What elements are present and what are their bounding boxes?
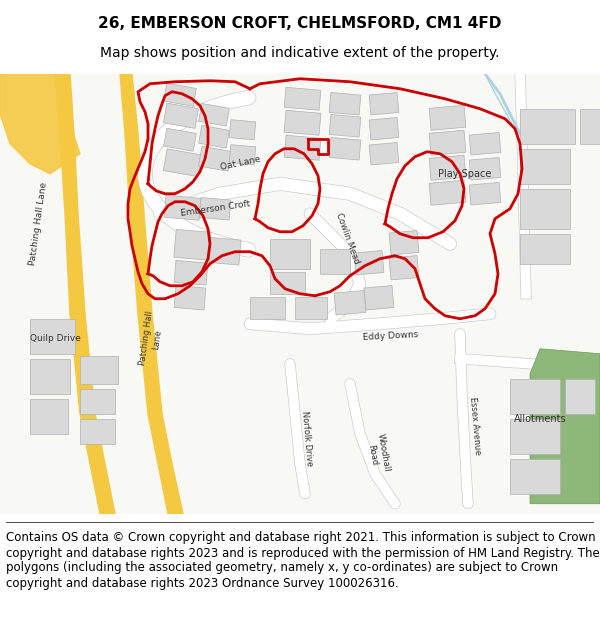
FancyBboxPatch shape bbox=[429, 105, 466, 130]
FancyBboxPatch shape bbox=[199, 198, 231, 220]
Text: Essex Avenue: Essex Avenue bbox=[468, 396, 482, 455]
FancyBboxPatch shape bbox=[354, 251, 384, 275]
Polygon shape bbox=[55, 74, 115, 514]
Text: Emberson Croft: Emberson Croft bbox=[179, 199, 250, 218]
FancyBboxPatch shape bbox=[429, 180, 466, 205]
FancyBboxPatch shape bbox=[334, 291, 366, 315]
Text: Play Space: Play Space bbox=[439, 169, 491, 179]
FancyBboxPatch shape bbox=[520, 149, 570, 184]
FancyBboxPatch shape bbox=[364, 286, 394, 310]
Text: Quilp Drive: Quilp Drive bbox=[29, 334, 80, 343]
FancyBboxPatch shape bbox=[229, 120, 256, 140]
FancyBboxPatch shape bbox=[469, 158, 501, 180]
FancyBboxPatch shape bbox=[80, 356, 118, 384]
FancyBboxPatch shape bbox=[284, 110, 321, 135]
Polygon shape bbox=[0, 74, 600, 514]
Polygon shape bbox=[0, 74, 80, 174]
FancyBboxPatch shape bbox=[510, 459, 560, 494]
Polygon shape bbox=[530, 349, 600, 504]
FancyBboxPatch shape bbox=[284, 135, 321, 160]
FancyBboxPatch shape bbox=[469, 132, 501, 155]
FancyBboxPatch shape bbox=[329, 114, 361, 137]
FancyBboxPatch shape bbox=[369, 92, 399, 115]
FancyBboxPatch shape bbox=[580, 109, 600, 144]
FancyBboxPatch shape bbox=[80, 419, 115, 444]
Text: Patching Hall
Lane: Patching Hall Lane bbox=[139, 310, 166, 368]
FancyBboxPatch shape bbox=[329, 92, 361, 115]
FancyBboxPatch shape bbox=[284, 88, 321, 110]
FancyBboxPatch shape bbox=[30, 359, 70, 394]
FancyBboxPatch shape bbox=[164, 195, 201, 220]
Text: Norfolk Drive: Norfolk Drive bbox=[300, 411, 314, 467]
FancyBboxPatch shape bbox=[510, 419, 560, 454]
FancyBboxPatch shape bbox=[30, 399, 68, 434]
Text: Allotments: Allotments bbox=[514, 414, 566, 424]
FancyBboxPatch shape bbox=[369, 118, 399, 140]
FancyBboxPatch shape bbox=[174, 229, 211, 260]
Text: Contains OS data © Crown copyright and database right 2021. This information is : Contains OS data © Crown copyright and d… bbox=[6, 531, 600, 589]
Text: Woodhall
Road: Woodhall Road bbox=[365, 433, 391, 474]
Text: Map shows position and indicative extent of the property.: Map shows position and indicative extent… bbox=[100, 46, 500, 61]
Text: Cowlin Mead: Cowlin Mead bbox=[335, 212, 361, 266]
FancyBboxPatch shape bbox=[270, 239, 310, 269]
FancyBboxPatch shape bbox=[270, 272, 305, 294]
FancyBboxPatch shape bbox=[250, 297, 285, 319]
Polygon shape bbox=[120, 74, 183, 514]
Text: 26, EMBERSON CROFT, CHELMSFORD, CM1 4FD: 26, EMBERSON CROFT, CHELMSFORD, CM1 4FD bbox=[98, 16, 502, 31]
Text: Patching Hall Lane: Patching Hall Lane bbox=[28, 181, 49, 266]
FancyBboxPatch shape bbox=[320, 249, 350, 274]
FancyBboxPatch shape bbox=[329, 138, 361, 160]
FancyBboxPatch shape bbox=[429, 155, 466, 180]
FancyBboxPatch shape bbox=[389, 256, 419, 280]
FancyBboxPatch shape bbox=[174, 261, 208, 285]
Text: Oat Lane: Oat Lane bbox=[219, 155, 261, 172]
FancyBboxPatch shape bbox=[30, 319, 75, 354]
FancyBboxPatch shape bbox=[209, 238, 241, 265]
FancyBboxPatch shape bbox=[164, 128, 196, 151]
FancyBboxPatch shape bbox=[163, 149, 202, 177]
FancyBboxPatch shape bbox=[510, 379, 560, 414]
FancyBboxPatch shape bbox=[174, 286, 206, 310]
FancyBboxPatch shape bbox=[389, 231, 419, 255]
FancyBboxPatch shape bbox=[520, 189, 570, 229]
FancyBboxPatch shape bbox=[429, 130, 466, 155]
FancyBboxPatch shape bbox=[80, 389, 115, 414]
FancyBboxPatch shape bbox=[369, 142, 399, 165]
FancyBboxPatch shape bbox=[164, 83, 196, 106]
FancyBboxPatch shape bbox=[164, 103, 199, 128]
Text: Eddy Downs: Eddy Downs bbox=[362, 330, 418, 342]
FancyBboxPatch shape bbox=[520, 109, 575, 144]
FancyBboxPatch shape bbox=[469, 182, 501, 205]
FancyBboxPatch shape bbox=[199, 146, 232, 171]
FancyBboxPatch shape bbox=[565, 379, 595, 414]
FancyBboxPatch shape bbox=[295, 297, 327, 319]
FancyBboxPatch shape bbox=[520, 234, 570, 264]
FancyBboxPatch shape bbox=[199, 126, 229, 148]
FancyBboxPatch shape bbox=[199, 104, 229, 126]
FancyBboxPatch shape bbox=[229, 145, 256, 165]
